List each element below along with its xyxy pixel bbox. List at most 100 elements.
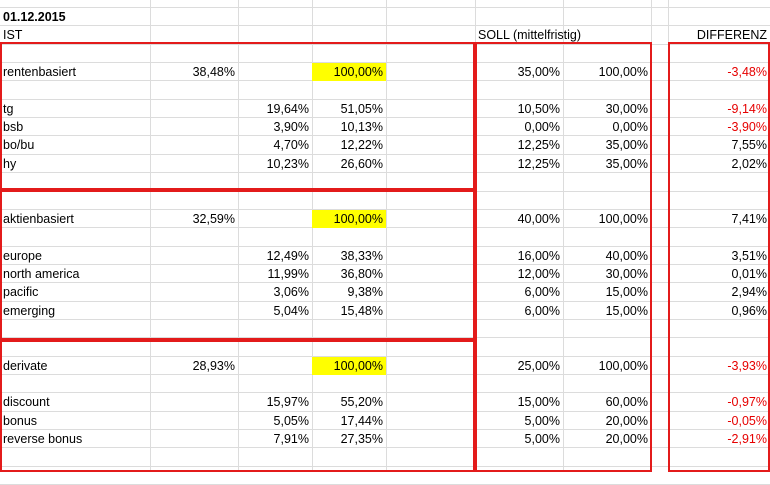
item-soll-share[interactable]: 0,00%	[524, 120, 560, 134]
item-ist-share[interactable]: 19,64%	[266, 102, 309, 116]
item-soll-relative[interactable]: 15,00%	[605, 285, 648, 299]
item-soll-share[interactable]: 5,00%	[524, 432, 560, 446]
item-diff[interactable]: -0,05%	[727, 414, 767, 428]
group-diff[interactable]: -3,93%	[727, 359, 767, 373]
group-soll-total[interactable]: 100,00%	[598, 212, 648, 226]
item-soll-share[interactable]: 6,00%	[524, 285, 560, 299]
item-name[interactable]: emerging	[3, 304, 56, 318]
item-ist-relative[interactable]: 10,13%	[340, 120, 383, 134]
item-ist-share[interactable]: 11,99%	[267, 267, 309, 281]
grid-column-line	[386, 0, 387, 472]
item-name[interactable]: north america	[3, 267, 80, 281]
item-soll-share[interactable]: 6,00%	[524, 304, 560, 318]
grid-column-line	[312, 0, 313, 472]
group-total-highlight[interactable]: 100,00%	[312, 357, 386, 375]
item-soll-share[interactable]: 12,25%	[517, 157, 560, 171]
item-ist-share[interactable]: 3,90%	[273, 120, 309, 134]
item-diff[interactable]: 2,02%	[731, 157, 767, 171]
item-ist-share[interactable]: 15,97%	[266, 395, 309, 409]
item-soll-relative[interactable]: 60,00%	[605, 395, 648, 409]
grid-column-line	[563, 0, 564, 472]
item-soll-share[interactable]: 12,25%	[517, 138, 560, 152]
grid-row-line	[0, 99, 770, 100]
item-ist-relative[interactable]: 51,05%	[340, 102, 383, 116]
item-soll-share[interactable]: 16,00%	[517, 249, 560, 263]
item-soll-relative[interactable]: 20,00%	[605, 414, 648, 428]
item-ist-relative[interactable]: 9,38%	[347, 285, 383, 299]
item-diff[interactable]: 7,55%	[731, 138, 767, 152]
soll-header[interactable]: SOLL (mittelfristig)	[478, 28, 582, 42]
item-soll-relative[interactable]: 20,00%	[605, 432, 648, 446]
item-ist-share[interactable]: 10,23%	[266, 157, 309, 171]
item-soll-relative[interactable]: 30,00%	[605, 102, 648, 116]
item-ist-relative[interactable]: 55,20%	[340, 395, 383, 409]
item-ist-relative[interactable]: 17,44%	[340, 414, 383, 428]
differenz-header[interactable]: DIFFERENZ	[696, 28, 767, 42]
item-name[interactable]: europe	[3, 249, 42, 263]
item-soll-share[interactable]: 5,00%	[524, 414, 560, 428]
item-soll-relative[interactable]: 0,00%	[612, 120, 648, 134]
group-soll[interactable]: 25,00%	[517, 359, 560, 373]
item-ist-relative[interactable]: 27,35%	[340, 432, 383, 446]
item-name[interactable]: bonus	[3, 414, 38, 428]
item-ist-share[interactable]: 3,06%	[273, 285, 309, 299]
item-name[interactable]: discount	[3, 395, 50, 409]
grid-row-line	[0, 392, 770, 393]
item-ist-share[interactable]: 5,05%	[273, 414, 309, 428]
item-diff[interactable]: -0,97%	[727, 395, 767, 409]
item-soll-relative[interactable]: 40,00%	[605, 249, 648, 263]
item-ist-relative[interactable]: 38,33%	[340, 249, 383, 263]
item-soll-share[interactable]: 15,00%	[517, 395, 560, 409]
group-name[interactable]: aktienbasiert	[3, 212, 74, 226]
item-ist-relative[interactable]: 36,80%	[340, 267, 383, 281]
item-name[interactable]: hy	[3, 157, 17, 171]
item-name[interactable]: pacific	[3, 285, 39, 299]
group-name[interactable]: derivate	[3, 359, 48, 373]
item-ist-share[interactable]: 12,49%	[266, 249, 309, 263]
grid-row-line	[0, 466, 770, 467]
item-diff[interactable]: 0,96%	[731, 304, 767, 318]
group-share[interactable]: 28,93%	[192, 359, 235, 373]
item-soll-relative[interactable]: 30,00%	[605, 267, 648, 281]
item-name[interactable]: reverse bonus	[3, 432, 83, 446]
item-name[interactable]: bsb	[3, 120, 24, 134]
item-soll-share[interactable]: 12,00%	[517, 267, 560, 281]
grid-row-line	[0, 337, 770, 338]
group-soll[interactable]: 35,00%	[517, 65, 560, 79]
grid-row-line	[0, 447, 770, 448]
group-share[interactable]: 38,48%	[192, 65, 235, 79]
group-total-highlight[interactable]: 100,00%	[312, 210, 386, 228]
group-soll-total[interactable]: 100,00%	[598, 65, 648, 79]
item-ist-relative[interactable]: 26,60%	[340, 157, 383, 171]
grid-row-line	[0, 7, 770, 8]
item-diff[interactable]: 3,51%	[731, 249, 767, 263]
item-ist-share[interactable]: 4,70%	[273, 138, 309, 152]
item-diff[interactable]: -2,91%	[727, 432, 767, 446]
group-diff[interactable]: -3,48%	[727, 65, 767, 79]
item-ist-relative[interactable]: 12,22%	[340, 138, 383, 152]
item-ist-share[interactable]: 5,04%	[273, 304, 309, 318]
grid-row-line	[0, 209, 770, 210]
group-soll[interactable]: 40,00%	[517, 212, 560, 226]
item-soll-relative[interactable]: 35,00%	[605, 157, 648, 171]
item-soll-relative[interactable]: 35,00%	[605, 138, 648, 152]
item-diff[interactable]: 0,01%	[731, 267, 767, 281]
group-name[interactable]: rentenbasiert	[3, 65, 76, 79]
item-name[interactable]: bo/bu	[3, 138, 35, 152]
item-name[interactable]: tg	[3, 102, 14, 116]
group-total-highlight[interactable]: 100,00%	[312, 63, 386, 81]
item-diff[interactable]: -9,14%	[727, 102, 767, 116]
group-soll-total[interactable]: 100,00%	[598, 359, 648, 373]
item-diff[interactable]: -3,90%	[727, 120, 767, 134]
item-diff[interactable]: 2,94%	[731, 285, 767, 299]
date-cell[interactable]: 01.12.2015	[3, 10, 66, 24]
item-ist-relative[interactable]: 15,48%	[340, 304, 383, 318]
ist-header[interactable]: IST	[3, 28, 23, 42]
grid-row-line	[0, 172, 770, 173]
grid-column-line	[651, 0, 652, 472]
item-ist-share[interactable]: 7,91%	[273, 432, 309, 446]
item-soll-relative[interactable]: 15,00%	[605, 304, 648, 318]
item-soll-share[interactable]: 10,50%	[517, 102, 560, 116]
group-diff[interactable]: 7,41%	[731, 212, 767, 226]
group-share[interactable]: 32,59%	[192, 212, 235, 226]
